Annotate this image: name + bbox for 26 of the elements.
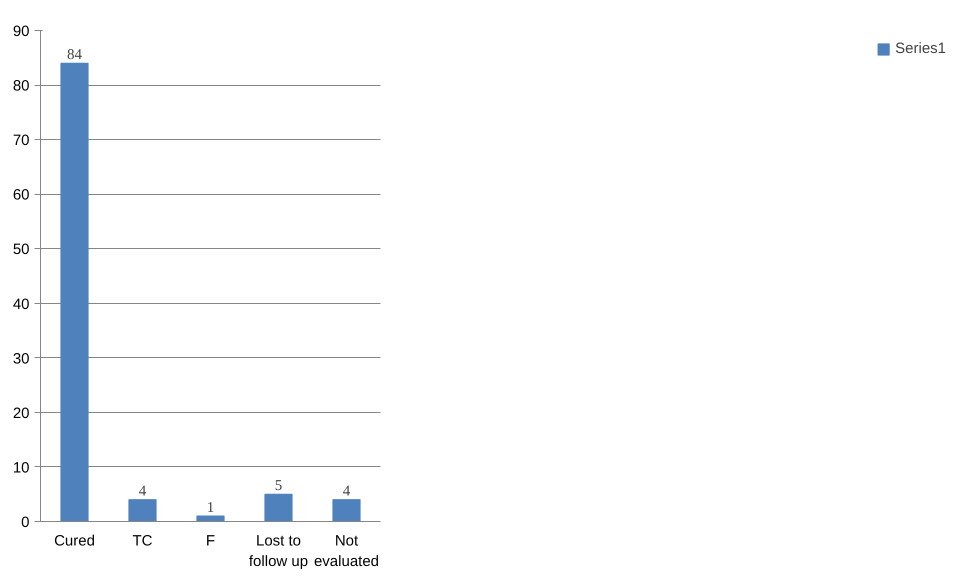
y-tick-label: 50: [12, 241, 30, 258]
x-tick-label: Cured: [54, 532, 95, 550]
data-label: 4: [138, 484, 147, 500]
y-tick-label: 60: [12, 186, 30, 204]
x-tick-label: Not evaluated: [314, 532, 380, 570]
y-tick-label: 80: [12, 78, 30, 95]
data-label: 84: [67, 47, 82, 64]
bar: [264, 494, 293, 522]
data-label: 4: [342, 484, 351, 500]
y-tick-label: 90: [12, 23, 30, 40]
x-tick-label: TC: [132, 532, 153, 550]
y-tick-label: 70: [12, 132, 30, 150]
data-label: 1: [206, 500, 214, 516]
y-tick-label: 40: [12, 296, 30, 313]
bar: [60, 62, 89, 522]
y-tick-label: 0: [21, 514, 30, 531]
y-tick-label: 20: [12, 404, 30, 422]
data-label: 5: [274, 478, 282, 494]
bar: [128, 499, 157, 522]
legend-label: Series1: [895, 40, 946, 57]
bar: [332, 499, 361, 522]
y-tick-label: 10: [12, 459, 30, 476]
bar: [196, 516, 225, 522]
x-tick-label: Lost to follow up: [248, 532, 308, 570]
y-tick-label: 30: [12, 350, 30, 368]
x-tick-label: F: [206, 532, 216, 550]
